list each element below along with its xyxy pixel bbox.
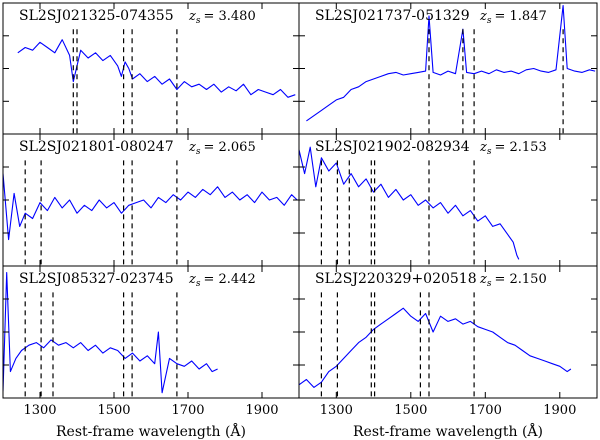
spectrum-line (17, 39, 296, 98)
redshift-subscript: s (487, 147, 492, 157)
spectrum-line (306, 5, 596, 122)
redshift-value: = 2.065 (203, 140, 255, 155)
redshift-value: = 2.150 (494, 272, 546, 287)
redshift-symbol: z (188, 9, 196, 24)
redshift-label: zs = 1.847 (479, 9, 547, 26)
x-tick-label: 1900 (245, 403, 278, 418)
panel-title: SL2SJ220329+020518 (315, 271, 477, 287)
panel-6: SL2SJ220329+020518 zs = 2.150 1300 1500 1700 1… (298, 265, 598, 440)
redshift-value: = 3.480 (203, 9, 255, 24)
redshift-symbol: z (479, 272, 487, 287)
panel-title: SL2SJ021737-051329 (315, 8, 470, 24)
redshift-symbol: z (188, 272, 196, 287)
redshift-subscript: s (487, 16, 492, 26)
x-axis-label: Rest-frame wavelength (Å) (56, 422, 246, 440)
redshift-value: = 2.442 (203, 272, 255, 287)
redshift-subscript: s (196, 147, 201, 157)
redshift-subscript: s (487, 279, 492, 289)
x-tick-label: 1900 (543, 403, 576, 418)
panel-4: SL2SJ021902-082934 zs = 2.153 (298, 133, 598, 267)
panel-3: SL2SJ021801-080247 zs = 2.065 (2, 133, 300, 267)
x-tick-label: 1500 (394, 403, 427, 418)
redshift-value: = 2.153 (494, 140, 546, 155)
redshift-value: = 1.847 (494, 9, 546, 24)
redshift-label: zs = 2.065 (188, 140, 256, 157)
panel-2: SL2SJ021737-051329 zs = 1.847 (298, 2, 598, 135)
x-axis-label: Rest-frame wavelength (Å) (353, 422, 543, 440)
redshift-subscript: s (196, 16, 201, 26)
redshift-symbol: z (188, 140, 196, 155)
panel-title: SL2SJ085327-023745 (19, 271, 174, 287)
spectrum-line (3, 272, 218, 394)
panel-5: SL2SJ085327-023745 zs = 2.442 1300 1500 1700 1… (2, 265, 300, 440)
redshift-label: zs = 2.150 (479, 272, 547, 289)
redshift-symbol: z (479, 140, 487, 155)
redshift-label: zs = 2.153 (479, 140, 547, 157)
spectrum-line (3, 173, 298, 241)
redshift-subscript: s (196, 279, 201, 289)
x-tick-label: 1300 (320, 403, 353, 418)
redshift-label: zs = 2.442 (188, 272, 256, 289)
panel-title: SL2SJ021902-082934 (315, 139, 470, 155)
x-tick-label: 1700 (469, 403, 502, 418)
redshift-symbol: z (479, 9, 487, 24)
spectrum-line (299, 146, 520, 260)
x-tick-label: 1700 (171, 403, 204, 418)
panel-title: SL2SJ021801-080247 (19, 139, 174, 155)
panel-title: SL2SJ021325-074355 (19, 8, 174, 24)
x-tick-label: 1300 (23, 403, 56, 418)
panel-1: SL2SJ021325-074355 zs = 3.480 (2, 2, 300, 135)
spectrum-line (299, 307, 572, 388)
x-tick-label: 1500 (97, 403, 130, 418)
redshift-label: zs = 3.480 (188, 9, 256, 26)
